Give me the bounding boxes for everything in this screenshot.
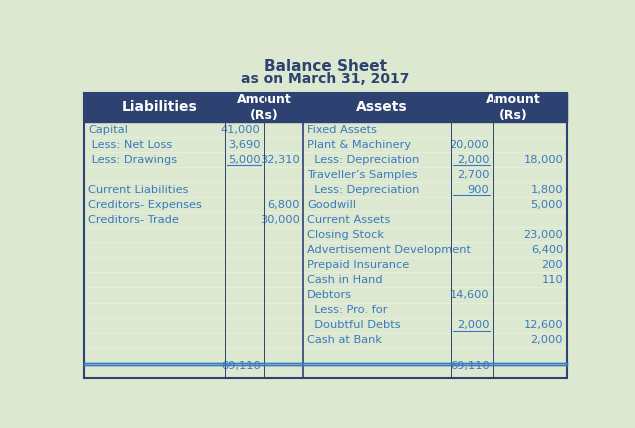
Text: 6,800: 6,800: [267, 200, 300, 210]
Text: 2,000: 2,000: [457, 320, 490, 330]
Text: 32,310: 32,310: [260, 155, 300, 165]
Text: Less: Net Loss: Less: Net Loss: [88, 140, 173, 150]
Text: 2,000: 2,000: [457, 155, 490, 165]
Text: Liabilities: Liabilities: [121, 101, 197, 114]
Text: 14,600: 14,600: [450, 290, 490, 300]
Text: 1,800: 1,800: [530, 185, 563, 195]
Text: Current Liabilities: Current Liabilities: [88, 185, 189, 195]
Text: Amount
(Rs): Amount (Rs): [237, 93, 291, 122]
Text: Current Assets: Current Assets: [307, 215, 391, 225]
Text: Assets: Assets: [356, 101, 408, 114]
Text: 18,000: 18,000: [523, 155, 563, 165]
Text: Closing Stock: Closing Stock: [307, 230, 384, 240]
Text: Traveller’s Samples: Traveller’s Samples: [307, 170, 418, 180]
Text: Less: Depreciation: Less: Depreciation: [307, 155, 420, 165]
Text: Debtors: Debtors: [307, 290, 352, 300]
Text: Balance Sheet: Balance Sheet: [264, 59, 387, 74]
Text: 69,110: 69,110: [222, 361, 262, 371]
Text: 69,110: 69,110: [451, 361, 490, 371]
Text: 3,690: 3,690: [228, 140, 260, 150]
Text: 41,000: 41,000: [221, 125, 260, 135]
Text: Less: Drawings: Less: Drawings: [88, 155, 177, 165]
Text: Creditors- Expenses: Creditors- Expenses: [88, 200, 202, 210]
Text: Capital: Capital: [88, 125, 128, 135]
Text: Advertisement Development: Advertisement Development: [307, 245, 471, 255]
Text: Cash at Bank: Cash at Bank: [307, 335, 382, 345]
Text: Goodwill: Goodwill: [307, 200, 356, 210]
Text: 6,400: 6,400: [531, 245, 563, 255]
Text: 12,600: 12,600: [523, 320, 563, 330]
Text: Amount
(Rs): Amount (Rs): [486, 93, 541, 122]
Text: Doubtful Debts: Doubtful Debts: [307, 320, 401, 330]
Text: Cash in Hand: Cash in Hand: [307, 275, 383, 285]
Bar: [84, 92, 566, 122]
Text: 900: 900: [467, 185, 490, 195]
Text: 2,000: 2,000: [531, 335, 563, 345]
Text: 23,000: 23,000: [523, 230, 563, 240]
Text: 200: 200: [542, 260, 563, 270]
Text: 20,000: 20,000: [450, 140, 490, 150]
Text: 5,000: 5,000: [530, 200, 563, 210]
Text: Less: Pro. for: Less: Pro. for: [307, 305, 388, 315]
Text: 110: 110: [542, 275, 563, 285]
Text: Prepaid Insurance: Prepaid Insurance: [307, 260, 410, 270]
Text: Plant & Machinery: Plant & Machinery: [307, 140, 411, 150]
Text: Fixed Assets: Fixed Assets: [307, 125, 377, 135]
Text: Creditors- Trade: Creditors- Trade: [88, 215, 179, 225]
Text: 5,000: 5,000: [228, 155, 260, 165]
Text: as on March 31, 2017: as on March 31, 2017: [241, 72, 410, 86]
Text: 2,700: 2,700: [457, 170, 490, 180]
Text: Less: Depreciation: Less: Depreciation: [307, 185, 420, 195]
Text: 30,000: 30,000: [260, 215, 300, 225]
